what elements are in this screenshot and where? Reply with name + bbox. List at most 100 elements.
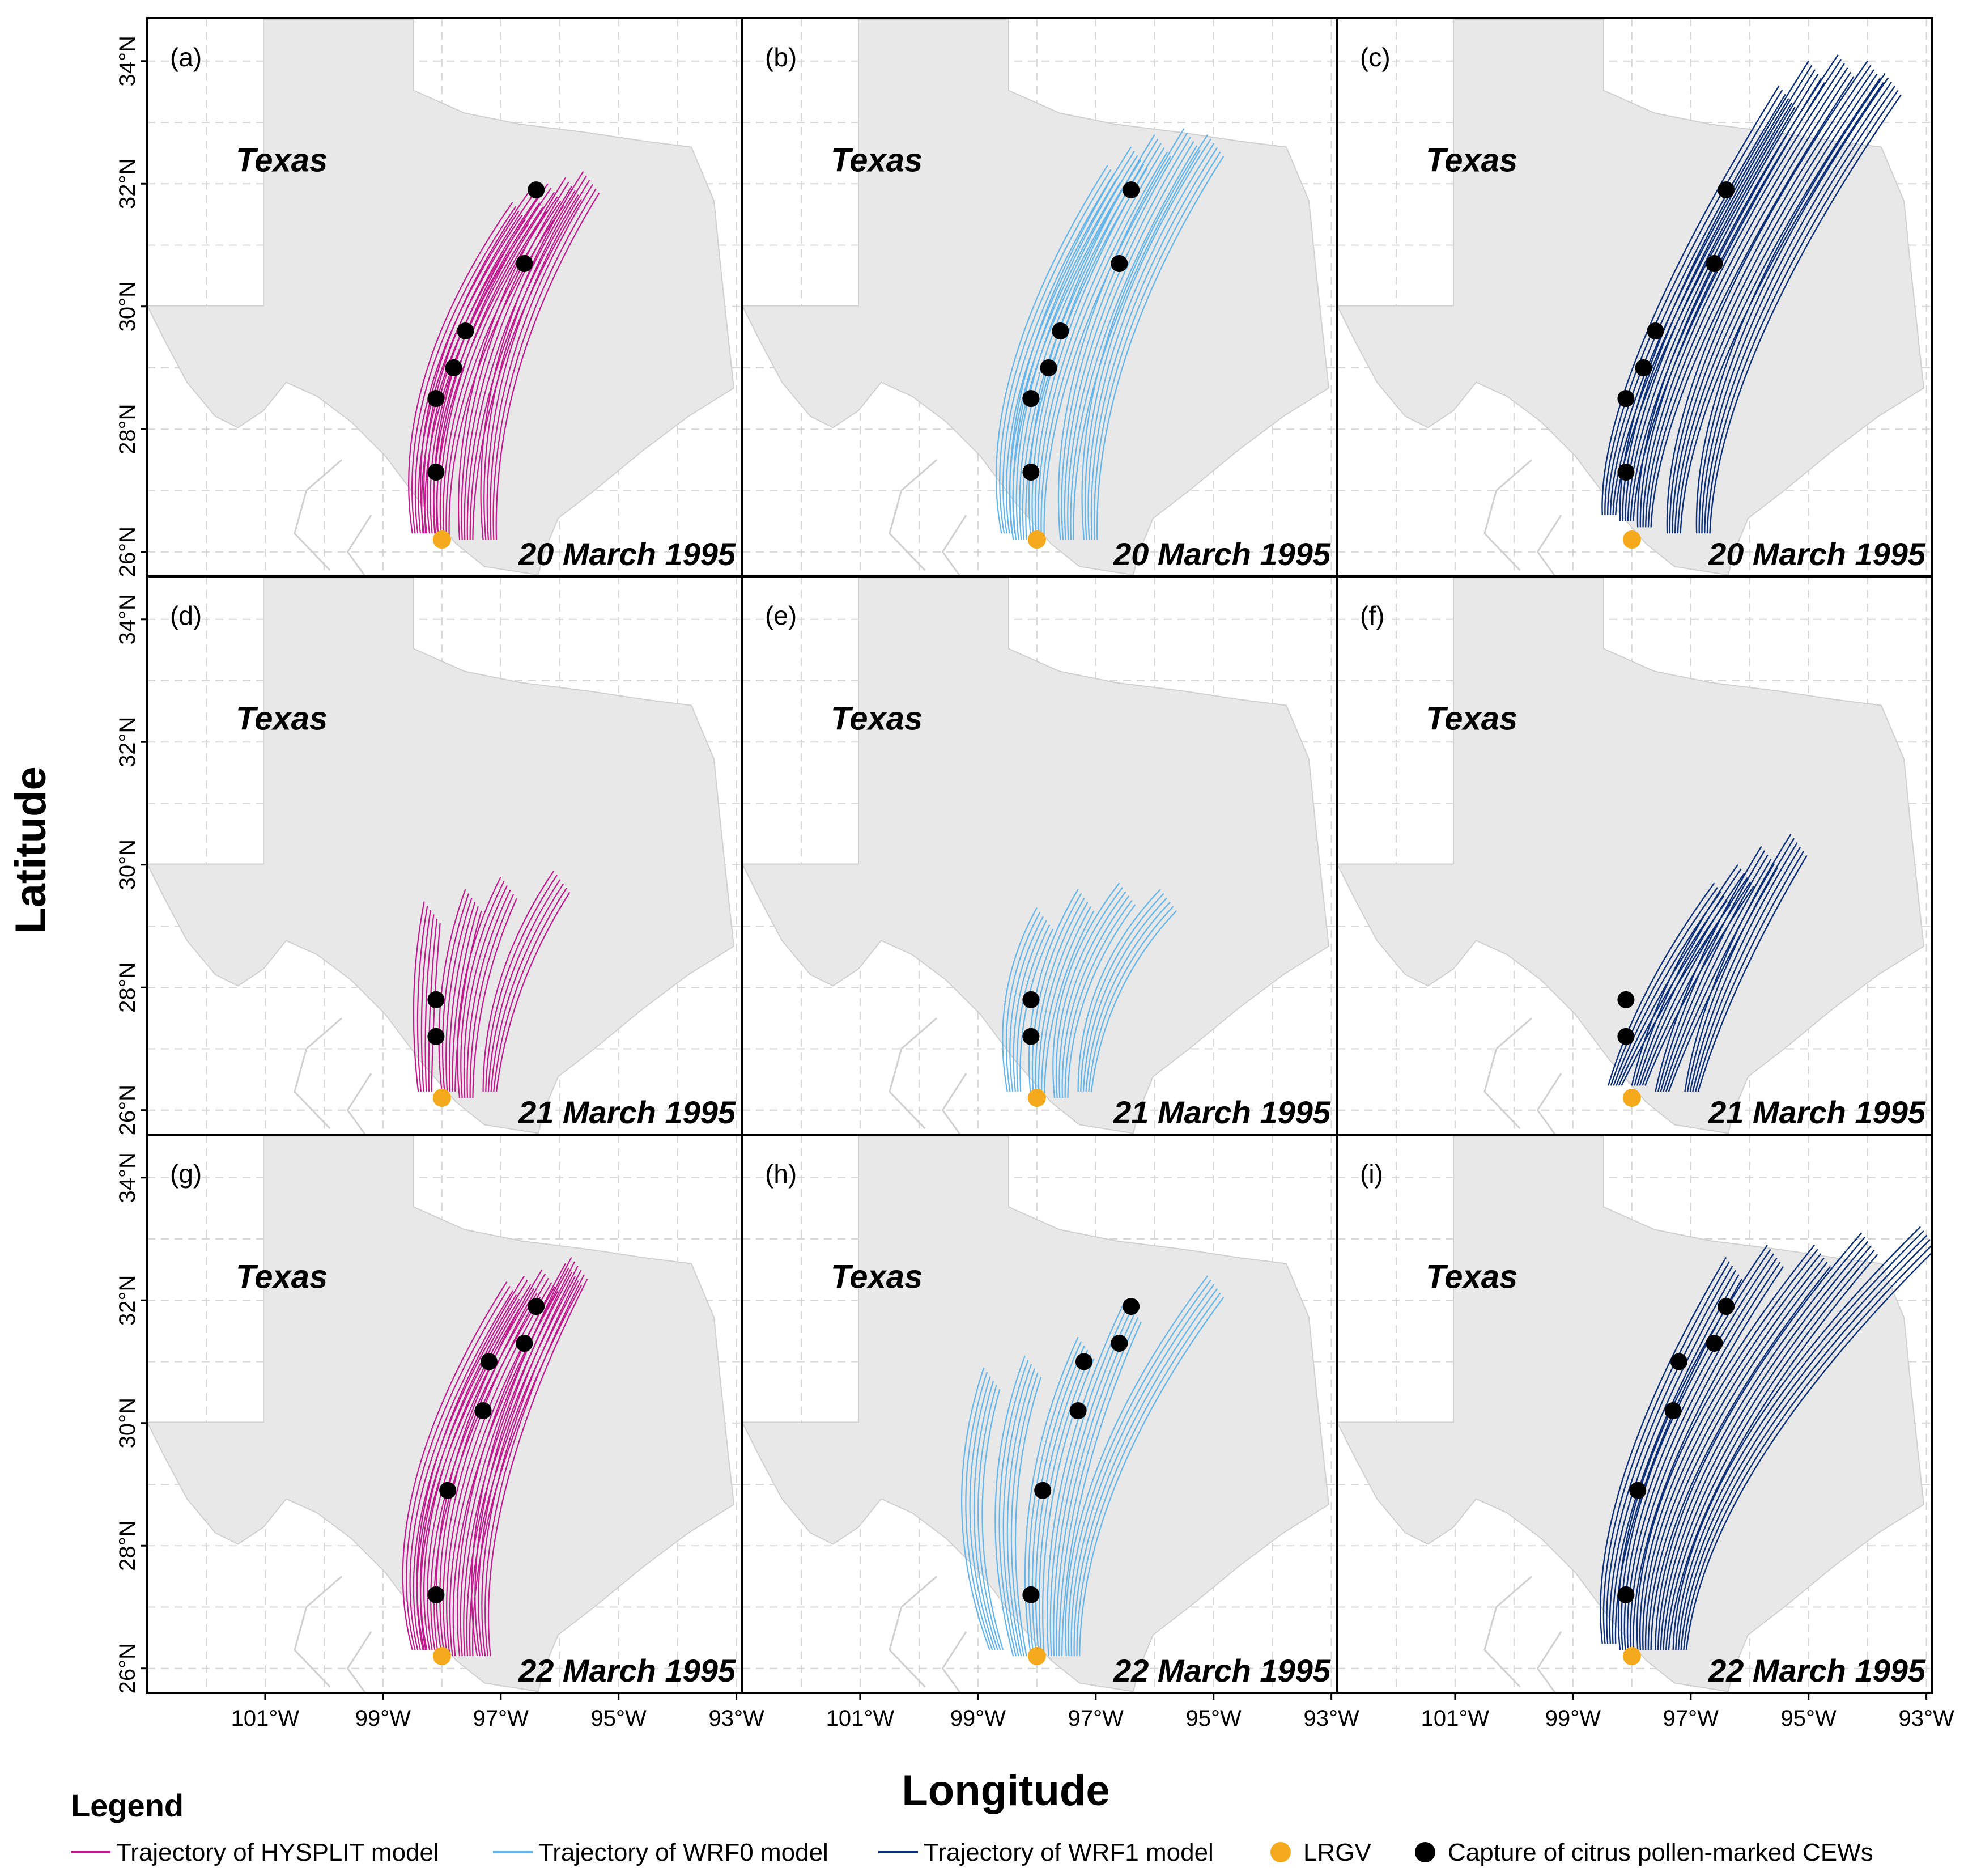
trajectory-line <box>1082 897 1168 1092</box>
trajectory-line <box>1704 86 1895 534</box>
state-label: Texas <box>1426 701 1517 737</box>
trajectory-line <box>1642 63 1845 528</box>
trajectory-line <box>1663 1245 1872 1650</box>
trajectory-line <box>418 214 523 534</box>
capture-point <box>1123 181 1140 199</box>
trajectory-line <box>1601 85 1780 515</box>
trajectory-line <box>1709 94 1902 534</box>
mexico-border <box>294 459 372 577</box>
trajectory-line <box>1674 73 1878 534</box>
legend-label-wrf1: Trajectory of WRF1 model <box>924 1839 1214 1866</box>
trajectory-line <box>1604 89 1783 515</box>
trajectory-line <box>1079 1297 1225 1657</box>
trajectory-line <box>1024 1336 1079 1657</box>
trajectory-line <box>1031 893 1082 1098</box>
capture-point <box>1069 1402 1087 1420</box>
y-tick-label: 28°N <box>115 962 140 1013</box>
capture-point <box>1718 181 1735 199</box>
state-label: Texas <box>236 1259 328 1296</box>
capture-point <box>1040 359 1057 376</box>
trajectory-line <box>1077 889 1161 1092</box>
trajectory-line <box>1013 151 1135 540</box>
capture-point <box>1034 1482 1052 1499</box>
trajectory-line <box>1631 864 1738 1086</box>
state-label: Texas <box>1426 142 1517 179</box>
trajectory-line <box>413 1294 517 1650</box>
trajectory-line <box>1647 71 1852 528</box>
trajectory-line <box>1644 885 1754 1086</box>
capture-point <box>445 359 462 376</box>
x-tick-label: 93°W <box>708 1706 764 1731</box>
capture-point <box>1617 1028 1635 1045</box>
trajectory-line <box>1639 58 1842 528</box>
trajectory-line <box>1090 147 1218 540</box>
trajectory-line <box>1031 138 1159 540</box>
trajectory-line <box>495 892 571 1092</box>
trajectory-line <box>1043 155 1171 540</box>
trajectory-line <box>1647 1262 1828 1650</box>
trajectory-line <box>1660 1241 1869 1650</box>
trajectory-line <box>1706 90 1899 534</box>
date-label: 20 March 1995 <box>1113 536 1331 572</box>
trajectory-line <box>965 1372 993 1650</box>
trajectory-line <box>452 906 479 1092</box>
trajectory-line <box>1035 897 1085 1098</box>
capture-point <box>474 1402 492 1420</box>
trajectory-line <box>1084 138 1211 540</box>
capture-point <box>528 1298 545 1315</box>
capture-point <box>528 181 545 199</box>
trajectory-line <box>457 1263 567 1657</box>
trajectory-line <box>1016 924 1051 1092</box>
y-tick-label: 34°N <box>115 1152 140 1203</box>
capture-point <box>1647 322 1664 340</box>
x-tick-label: 95°W <box>591 1706 647 1731</box>
trajectory-line <box>1090 910 1177 1092</box>
trajectory-line <box>420 910 431 1092</box>
panel-label: (f) <box>1360 601 1384 630</box>
trajectory-line <box>1602 1261 1730 1644</box>
trajectory-line <box>1080 893 1164 1092</box>
trajectory-line <box>1067 904 1136 1098</box>
trajectory-line <box>424 914 435 1092</box>
date-label: 21 March 1995 <box>1708 1094 1926 1130</box>
trajectory-line <box>424 223 529 534</box>
capture-point <box>1629 1482 1647 1499</box>
trajectory-line <box>490 883 564 1092</box>
trajectory-line <box>1634 868 1742 1086</box>
trajectory-line <box>1014 1377 1042 1657</box>
trajectory-line <box>1019 928 1053 1092</box>
trajectory-line <box>1609 1270 1737 1644</box>
trajectory-line <box>1061 1321 1142 1657</box>
trajectory-line <box>441 893 470 1092</box>
trajectory-line <box>994 1355 1026 1657</box>
trajectory-line <box>1061 895 1130 1098</box>
date-label: 22 March 1995 <box>518 1653 736 1688</box>
trajectory-line <box>1038 902 1089 1098</box>
trajectory-line <box>1701 81 1893 534</box>
state-label: Texas <box>236 701 328 737</box>
trajectory-line <box>445 897 473 1092</box>
mexico-border <box>294 1017 372 1135</box>
x-tick-label: 99°W <box>1545 1706 1601 1731</box>
trajectory-line <box>981 1389 1004 1650</box>
capture-point <box>516 254 533 272</box>
trajectory-line <box>1053 1308 1132 1657</box>
trajectory-line <box>1035 1349 1089 1657</box>
capture-point <box>1664 1402 1682 1420</box>
x-tick-label: 93°W <box>1898 1706 1954 1731</box>
trajectory-line <box>1655 1232 1863 1650</box>
trajectory-line <box>1677 78 1881 534</box>
date-label: 21 March 1995 <box>518 1094 736 1130</box>
mexico-border <box>1483 459 1562 577</box>
y-tick-label: 26°N <box>115 527 140 577</box>
trajectory-line <box>1645 67 1848 528</box>
trajectory-line <box>1085 902 1171 1092</box>
trajectory-line <box>1650 76 1855 528</box>
date-label: 22 March 1995 <box>1113 1653 1331 1688</box>
trajectory-line <box>1057 128 1185 540</box>
trajectory-line <box>1626 1257 1778 1650</box>
date-label: 20 March 1995 <box>518 536 736 572</box>
capture-point <box>1022 390 1040 408</box>
y-tick-label: 32°N <box>115 1275 140 1326</box>
y-tick-label: 26°N <box>115 1643 140 1694</box>
